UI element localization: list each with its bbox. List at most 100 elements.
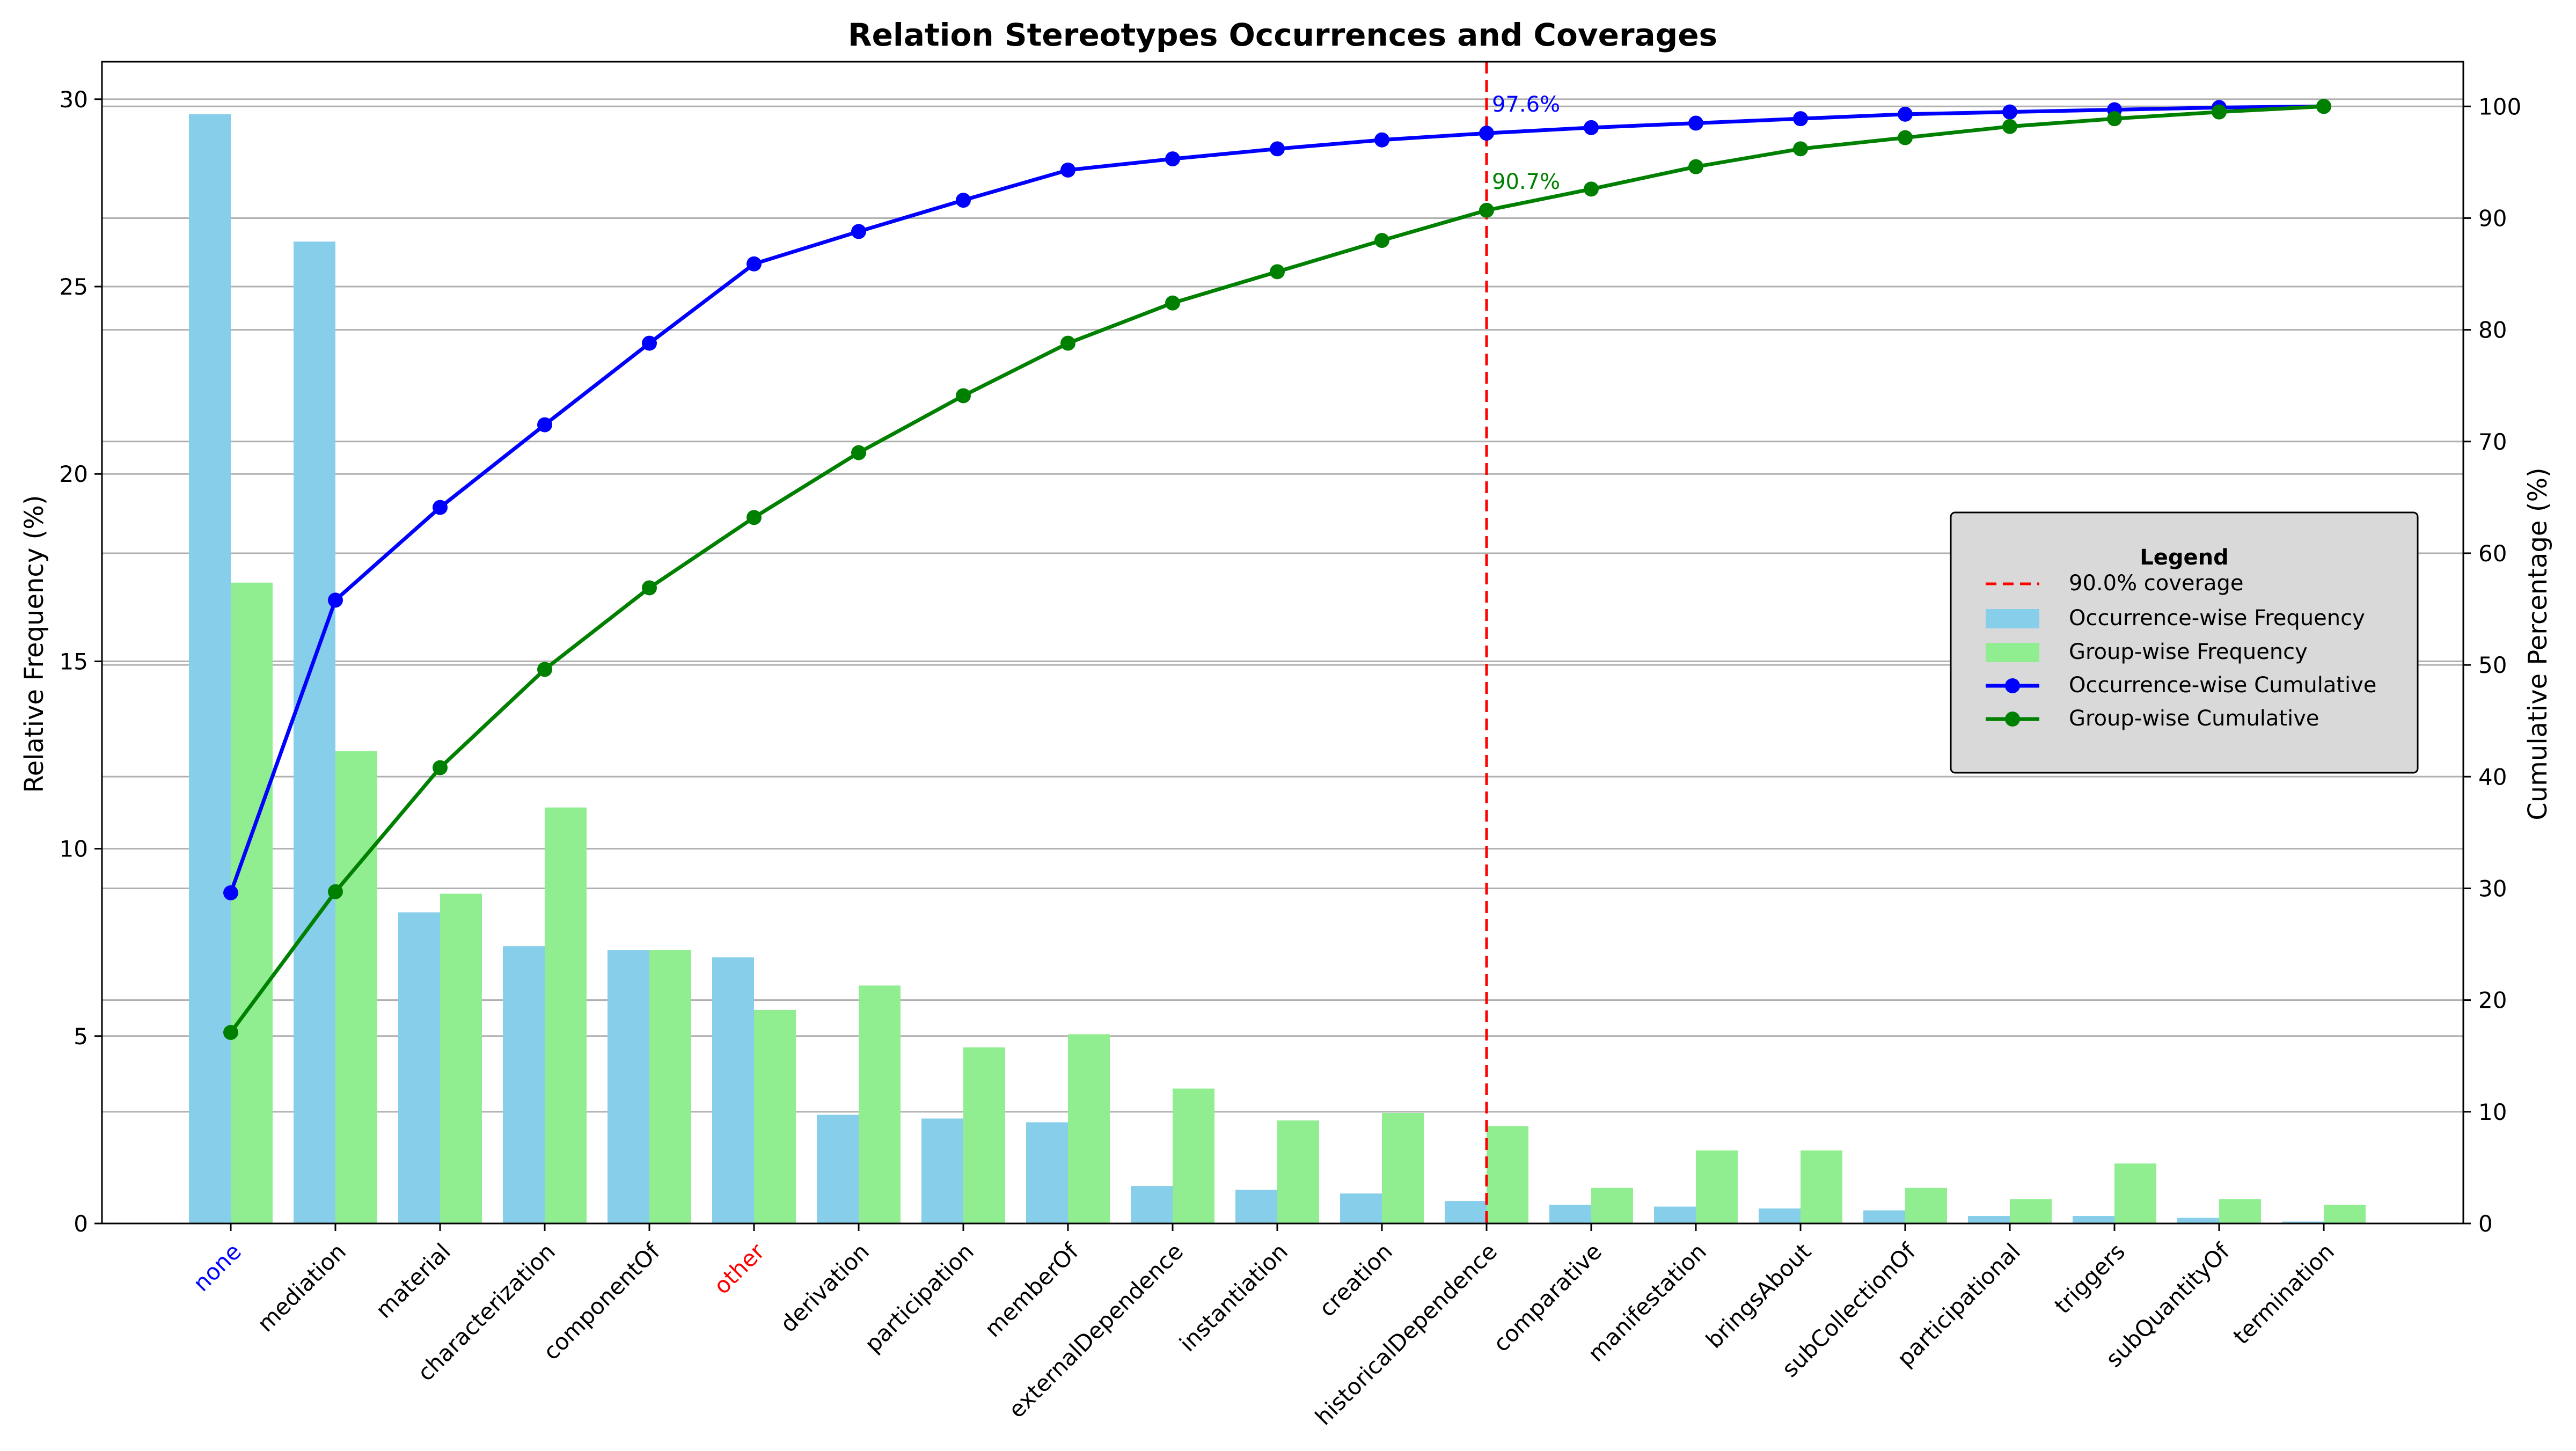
left-tick-label: 5 <box>74 1023 88 1050</box>
bar-group-bringsAbout <box>1801 1150 1842 1223</box>
left-tick-label: 20 <box>60 461 88 487</box>
bar-occurrence-comparative <box>1549 1205 1591 1223</box>
x-tick-label-mediation: mediation <box>252 1238 351 1337</box>
bar-occurrence-mediation <box>294 241 335 1223</box>
right-tick-label: 10 <box>2478 1099 2507 1125</box>
point-occurrence-externalDependence <box>1165 151 1180 167</box>
bar-series <box>189 114 2366 1224</box>
point-occurrence-mediation <box>328 592 343 608</box>
bar-occurrence-none <box>189 114 231 1224</box>
bar-group-creation <box>1382 1112 1424 1223</box>
legend-swatch-marker <box>2005 712 2020 727</box>
point-occurrence-componentOf <box>642 335 657 351</box>
point-occurrence-none <box>223 885 238 900</box>
point-group-triggers <box>2107 111 2122 127</box>
chart-title: Relation Stereotypes Occurrences and Cov… <box>848 17 1717 53</box>
right-axis-ticks: 0 10 20 30 40 50 60 70 80 90 100 <box>2463 93 2521 1237</box>
bar-group-manifestation <box>1696 1150 1738 1223</box>
x-tick-label-derivation: derivation <box>775 1238 874 1337</box>
left-axis-ticks: 0 5 10 15 20 25 30 <box>60 86 102 1237</box>
x-tick-label-termination: termination <box>2228 1238 2339 1349</box>
bar-group-derivation <box>859 985 901 1223</box>
cumulative-lines <box>223 99 2331 1040</box>
bar-group-participational <box>2010 1199 2052 1223</box>
bar-group-other <box>754 1009 796 1223</box>
bar-group-subCollectionOf <box>1905 1188 1947 1223</box>
point-group-none <box>223 1025 238 1040</box>
point-group-other <box>747 510 762 525</box>
right-tick-label: 30 <box>2478 875 2507 902</box>
left-tick-label: 15 <box>60 648 88 675</box>
point-occurrence-manifestation <box>1688 115 1703 131</box>
point-occurrence-material <box>433 500 448 515</box>
legend-entry-label: Occurrence-wise Frequency <box>2069 606 2365 631</box>
point-group-bringsAbout <box>1793 141 1808 157</box>
point-group-componentOf <box>642 580 657 596</box>
y-axis-label: Relative Frequency (%) <box>19 495 49 793</box>
point-group-memberOf <box>1060 335 1075 351</box>
right-tick-label: 50 <box>2478 652 2507 678</box>
point-occurrence-memberOf <box>1060 162 1075 178</box>
legend-entry-label: Group-wise Frequency <box>2069 640 2308 664</box>
point-occurrence-comparative <box>1584 120 1599 135</box>
x-tick-label-material: material <box>370 1238 456 1323</box>
bar-occurrence-derivation <box>817 1115 859 1223</box>
x-tick-label-none: none <box>188 1238 246 1296</box>
point-occurrence-participational <box>2002 104 2017 120</box>
right-tick-label: 90 <box>2478 205 2507 231</box>
bar-occurrence-historicalDependence <box>1445 1201 1487 1223</box>
bar-group-comparative <box>1591 1188 1633 1223</box>
legend-entry-label: Occurrence-wise Cumulative <box>2069 673 2376 698</box>
bar-occurrence-memberOf <box>1026 1122 1068 1223</box>
bar-occurrence-other <box>712 957 754 1223</box>
left-tick-label: 10 <box>60 836 88 862</box>
legend-swatch-bar <box>1986 643 2039 662</box>
point-group-creation <box>1374 233 1389 248</box>
bar-group-subQuantityOf <box>2219 1199 2261 1223</box>
bar-occurrence-material <box>398 912 440 1223</box>
x-tick-label-participation: participation <box>860 1238 979 1357</box>
legend-swatch-bar <box>1986 609 2039 628</box>
x-axis-ticks: none mediation materialcharacterizationcom… <box>188 1223 2339 1430</box>
legend-title: Legend <box>2140 545 2229 570</box>
bar-group-material <box>440 893 482 1223</box>
left-tick-label: 25 <box>60 274 88 300</box>
x-tick-label-other: other <box>708 1238 770 1299</box>
x-tick-label-bringsAbout: bringsAbout <box>1701 1238 1816 1353</box>
point-occurrence-historicalDependence <box>1479 126 1494 141</box>
bar-occurrence-participational <box>1968 1216 2010 1223</box>
right-tick-label: 20 <box>2478 987 2507 1014</box>
bar-group-triggers <box>2114 1163 2156 1223</box>
point-group-comparative <box>1584 181 1599 197</box>
bar-group-termination <box>2324 1205 2366 1223</box>
right-tick-label: 80 <box>2478 317 2507 343</box>
point-group-material <box>433 760 448 775</box>
point-occurrence-bringsAbout <box>1793 111 1808 127</box>
legend: Legend 90.0% coverage Occurrence-wise Fre… <box>1950 511 2419 774</box>
bar-occurrence-subCollectionOf <box>1863 1210 1905 1223</box>
point-group-derivation <box>851 445 866 460</box>
legend-entry-label: 90.0% coverage <box>2069 571 2244 596</box>
x-tick-label-memberOf: memberOf <box>979 1238 1084 1343</box>
point-occurrence-instantiation <box>1270 141 1285 157</box>
annotation-label: 90.7% <box>1492 170 1560 194</box>
point-occurrence-derivation <box>851 224 866 239</box>
point-group-participation <box>956 388 971 404</box>
bar-occurrence-triggers <box>2073 1216 2114 1223</box>
right-tick-label: 100 <box>2478 93 2521 120</box>
point-group-characterization <box>537 662 552 677</box>
x-tick-label-comparative: comparative <box>1488 1238 1607 1357</box>
y2-axis-label: Cumulative Percentage (%) <box>2523 467 2553 820</box>
bar-group-none <box>231 582 273 1223</box>
point-group-instantiation <box>1270 264 1285 280</box>
bar-occurrence-subQuantityOf <box>2177 1218 2219 1223</box>
legend-entry-label: Group-wise Cumulative <box>2069 706 2319 731</box>
right-tick-label: 60 <box>2478 540 2507 567</box>
bar-occurrence-creation <box>1340 1193 1382 1223</box>
plot-frame <box>101 61 2464 1225</box>
bar-group-memberOf <box>1068 1034 1110 1223</box>
point-group-mediation <box>328 884 343 899</box>
point-occurrence-subCollectionOf <box>1898 106 1913 122</box>
